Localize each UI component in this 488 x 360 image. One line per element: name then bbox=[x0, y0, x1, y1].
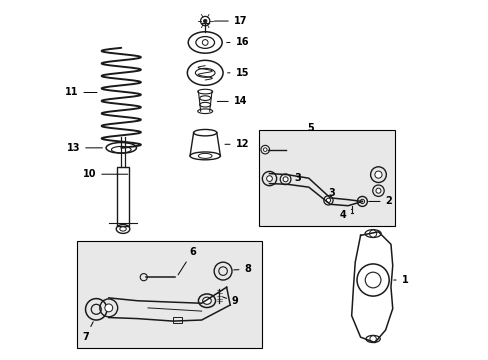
Text: 16: 16 bbox=[226, 37, 248, 48]
FancyBboxPatch shape bbox=[77, 241, 262, 348]
Circle shape bbox=[325, 198, 330, 203]
Circle shape bbox=[203, 19, 206, 23]
Circle shape bbox=[202, 40, 207, 45]
Circle shape bbox=[360, 199, 364, 203]
Ellipse shape bbox=[203, 297, 211, 304]
Text: 11: 11 bbox=[65, 87, 97, 98]
Circle shape bbox=[266, 176, 272, 181]
Circle shape bbox=[365, 272, 380, 288]
Text: 14: 14 bbox=[217, 96, 247, 107]
Text: 9: 9 bbox=[223, 296, 238, 306]
Circle shape bbox=[369, 336, 376, 342]
Text: 7: 7 bbox=[82, 322, 93, 342]
Text: 12: 12 bbox=[224, 139, 248, 149]
Text: 8: 8 bbox=[233, 264, 251, 274]
Text: 6: 6 bbox=[178, 247, 196, 275]
Circle shape bbox=[369, 230, 376, 237]
Text: 17: 17 bbox=[214, 16, 247, 26]
Text: 5: 5 bbox=[306, 123, 313, 133]
Circle shape bbox=[375, 188, 380, 193]
Text: 13: 13 bbox=[66, 143, 102, 153]
Text: 15: 15 bbox=[227, 68, 248, 78]
Text: 2: 2 bbox=[368, 197, 391, 206]
Circle shape bbox=[374, 171, 381, 178]
Text: 4: 4 bbox=[339, 209, 351, 220]
Ellipse shape bbox=[120, 227, 126, 231]
Circle shape bbox=[200, 17, 209, 26]
Circle shape bbox=[283, 177, 287, 182]
Circle shape bbox=[104, 304, 112, 312]
Text: 1: 1 bbox=[393, 275, 407, 285]
Text: 3: 3 bbox=[328, 188, 335, 198]
Text: 3: 3 bbox=[294, 173, 301, 183]
Circle shape bbox=[263, 148, 266, 152]
Text: 10: 10 bbox=[82, 169, 127, 179]
FancyBboxPatch shape bbox=[258, 130, 394, 226]
